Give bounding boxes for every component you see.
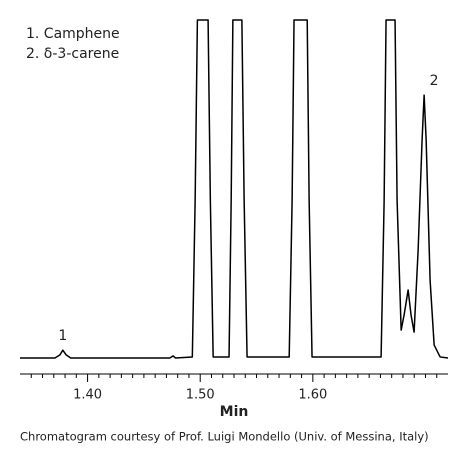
x-tick-label: 1.50 — [186, 388, 215, 403]
peak-label: 2 — [430, 73, 439, 89]
peak-label: 1 — [58, 328, 67, 344]
legend-note: 1. Camphene — [26, 26, 120, 42]
x-tick-label: 1.40 — [73, 388, 102, 403]
legend-note: 2. δ-3-carene — [26, 46, 119, 62]
chromatogram-line — [20, 19, 449, 359]
caption: Chromatogram courtesy of Prof. Luigi Mon… — [20, 430, 429, 444]
x-tick-label: 1.60 — [298, 388, 327, 403]
x-axis-label: Min — [220, 404, 249, 420]
